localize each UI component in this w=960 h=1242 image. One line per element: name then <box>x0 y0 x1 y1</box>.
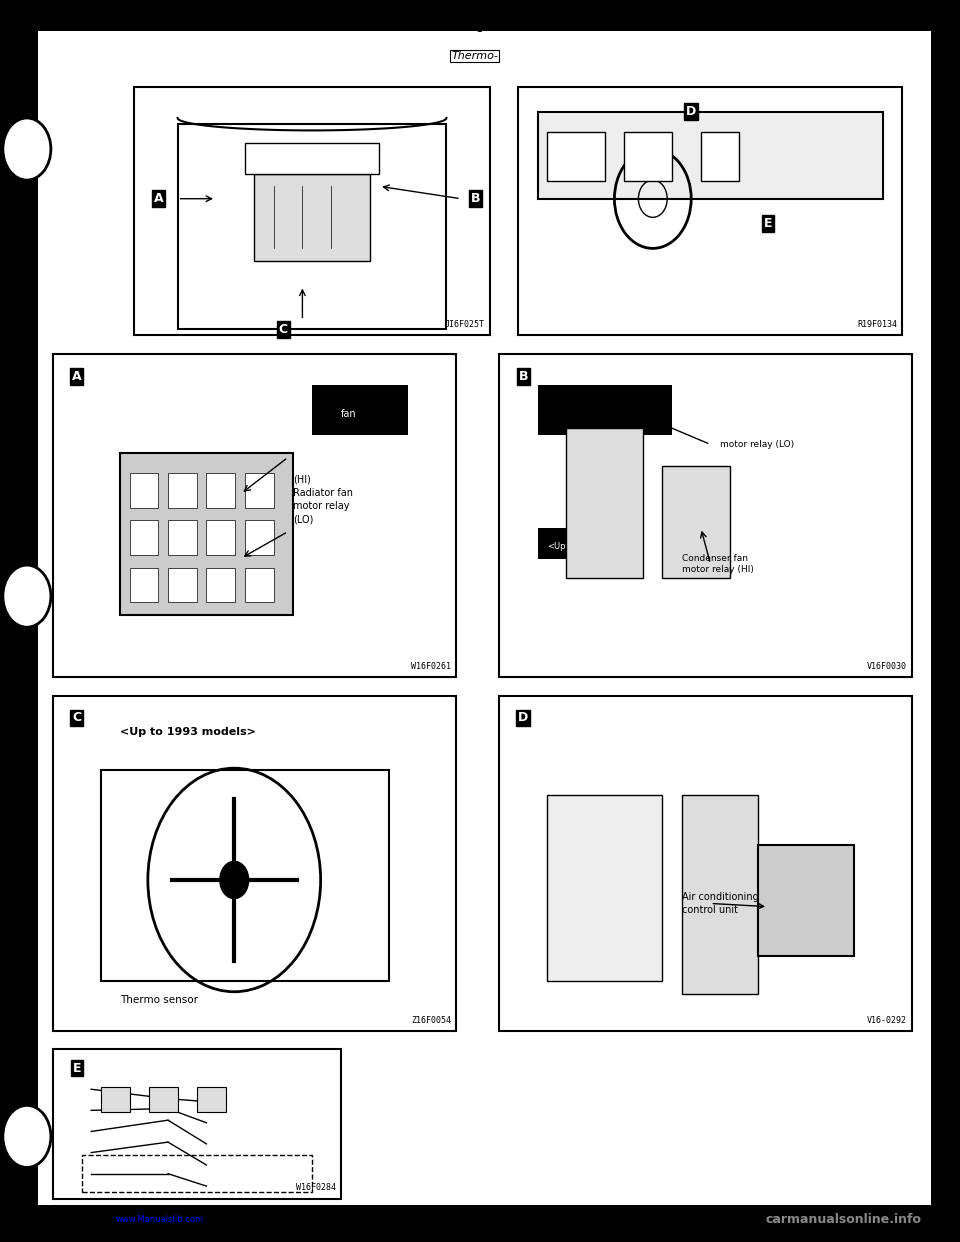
Bar <box>758 845 854 956</box>
Text: JI6F025T: JI6F025T <box>444 320 485 329</box>
Bar <box>53 1049 341 1199</box>
Bar <box>101 770 389 981</box>
Bar <box>624 132 672 181</box>
Bar <box>538 385 672 435</box>
Bar <box>53 354 456 677</box>
Text: <Up: <Up <box>547 542 565 551</box>
Bar <box>168 520 197 555</box>
Text: <Up to 1993 models>: <Up to 1993 models> <box>120 727 256 737</box>
Circle shape <box>3 118 51 180</box>
Text: V16F0030: V16F0030 <box>867 662 907 671</box>
Text: www.Manualslib.com: www.Manualslib.com <box>115 1215 204 1225</box>
Bar <box>566 428 643 578</box>
Text: W16F0261: W16F0261 <box>411 662 451 671</box>
Text: W16F0284: W16F0284 <box>296 1184 336 1192</box>
Bar <box>701 132 739 181</box>
Bar <box>499 696 912 1031</box>
Text: fan: fan <box>341 409 356 419</box>
Circle shape <box>220 862 249 898</box>
Bar <box>130 568 158 602</box>
Text: D: D <box>518 712 528 724</box>
Text: E: E <box>764 217 772 230</box>
Bar <box>134 87 490 335</box>
Bar <box>547 132 605 181</box>
Text: C: C <box>278 323 288 335</box>
Bar <box>547 795 662 981</box>
Text: B: B <box>470 193 480 205</box>
Text: A: A <box>72 370 82 383</box>
Text: Air conditioning
control unit: Air conditioning control unit <box>682 892 758 914</box>
Text: motor relay (LO): motor relay (LO) <box>720 440 794 448</box>
Text: C: C <box>72 712 82 724</box>
Bar <box>538 112 883 199</box>
Bar <box>499 354 912 677</box>
Bar <box>538 528 634 559</box>
Bar <box>254 174 370 261</box>
Bar <box>168 568 197 602</box>
Text: Thermo sensor: Thermo sensor <box>120 995 198 1005</box>
Text: - 1 -: - 1 - <box>470 24 490 34</box>
Text: Z16F0054: Z16F0054 <box>411 1016 451 1025</box>
Text: E: E <box>73 1062 81 1074</box>
Bar <box>245 520 274 555</box>
Bar <box>168 473 197 508</box>
Bar <box>682 795 758 994</box>
Bar <box>518 87 902 335</box>
Bar <box>82 1155 312 1192</box>
Text: Radiator fan motor
control relay: Radiator fan motor control relay <box>547 404 633 424</box>
Bar <box>149 1087 178 1112</box>
Bar <box>206 568 235 602</box>
Text: Thermo-: Thermo- <box>451 51 498 61</box>
Bar <box>245 143 379 174</box>
Bar <box>130 520 158 555</box>
Text: Condenser fan
motor relay (HI): Condenser fan motor relay (HI) <box>682 554 754 574</box>
Bar <box>178 124 446 329</box>
Text: B: B <box>518 370 528 383</box>
Text: R19F0134: R19F0134 <box>857 320 898 329</box>
Text: A: A <box>154 193 163 205</box>
Bar <box>206 520 235 555</box>
Circle shape <box>3 1105 51 1167</box>
Bar <box>245 568 274 602</box>
Text: Downloaded from www.Manualslib.com manuals search engine: Downloaded from www.Manualslib.com manua… <box>38 1215 304 1225</box>
Bar <box>120 453 293 615</box>
Bar <box>206 473 235 508</box>
Bar <box>101 1087 130 1112</box>
Bar <box>312 385 408 435</box>
Bar <box>53 696 456 1031</box>
Bar <box>245 473 274 508</box>
Text: carmanualsonline.info: carmanualsonline.info <box>765 1213 922 1226</box>
Bar <box>197 1087 226 1112</box>
Circle shape <box>3 565 51 627</box>
Text: V16-0292: V16-0292 <box>867 1016 907 1025</box>
Bar <box>130 473 158 508</box>
Text: (HI)
Radiator fan
motor relay
(LO): (HI) Radiator fan motor relay (LO) <box>293 474 353 524</box>
Bar <box>662 466 730 578</box>
Text: D: D <box>686 106 696 118</box>
